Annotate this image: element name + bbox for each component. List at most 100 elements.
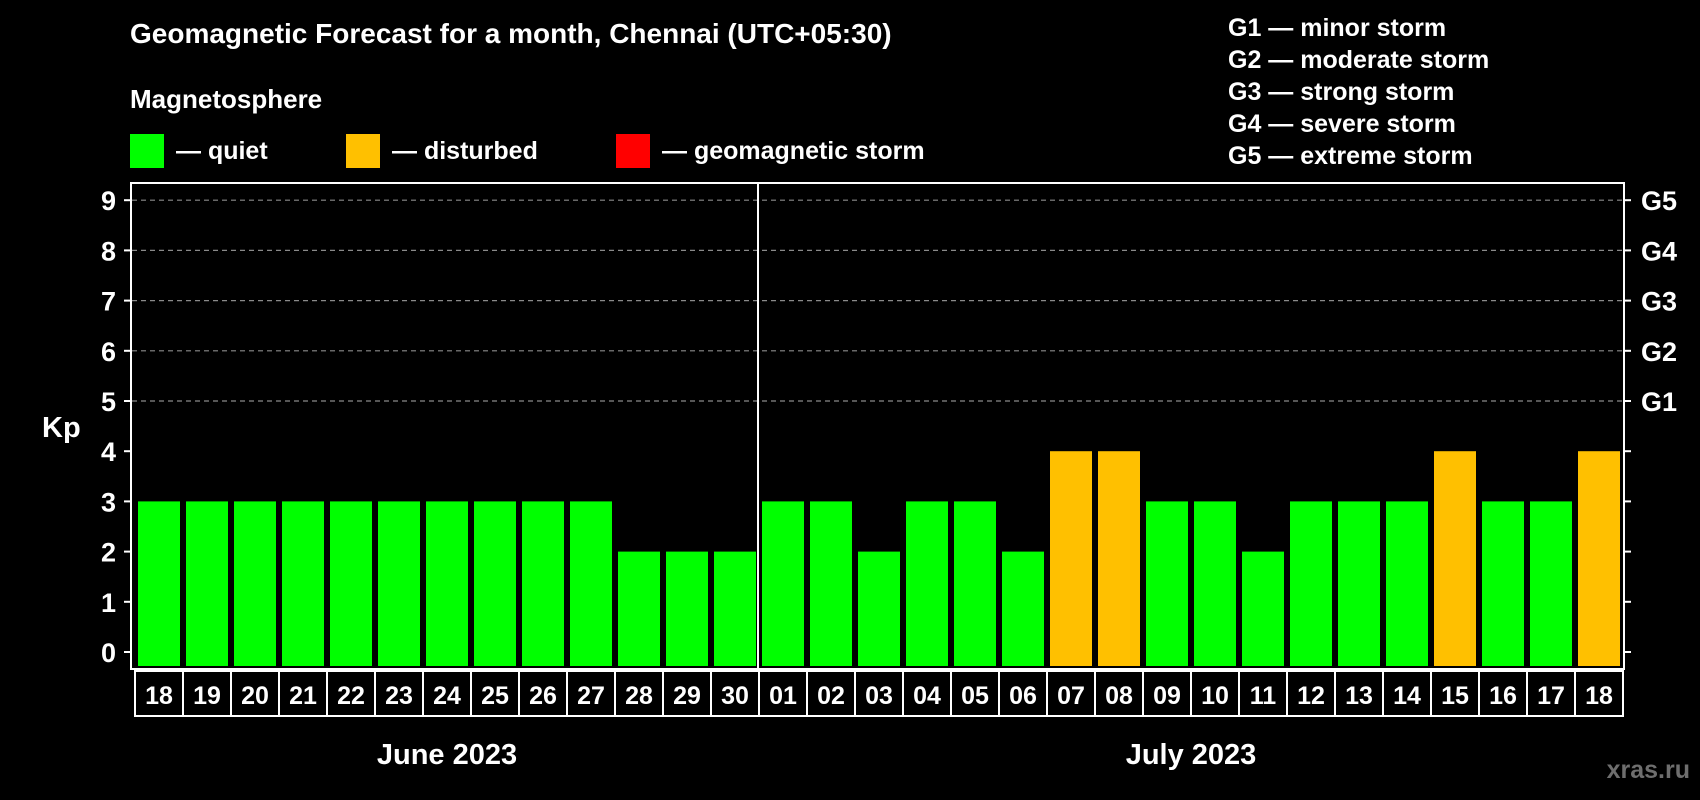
date-label-18: 05 (961, 682, 989, 710)
storm-level-g1: G1 — minor storm (1228, 14, 1447, 42)
date-label-30: 17 (1537, 682, 1565, 710)
date-label-1: 18 (145, 682, 173, 710)
bar-27 (1386, 501, 1428, 666)
date-row-frame (134, 670, 1624, 717)
legend-quiet: — quiet (130, 134, 268, 168)
storm-level-g2: G2 — moderate storm (1228, 46, 1490, 74)
bar-3 (234, 501, 276, 666)
date-label-26: 13 (1345, 682, 1373, 710)
right-axis-label-g1: G1 (1641, 387, 1677, 417)
bar-7 (426, 501, 468, 666)
storm-level-g3: G3 — strong storm (1228, 78, 1455, 106)
bar-20 (1050, 451, 1092, 666)
bar-11 (618, 551, 660, 666)
y-tick-label-0: 0 (101, 638, 116, 668)
bar-2 (186, 501, 228, 666)
storm-level-g4: G4 — severe storm (1228, 110, 1456, 138)
bar-4 (282, 501, 324, 666)
bar-8 (474, 501, 516, 666)
date-label-8: 25 (481, 682, 509, 710)
legend-storm-swatch (616, 134, 650, 168)
bar-28 (1434, 451, 1476, 666)
bar-18 (954, 501, 996, 666)
bar-31 (1578, 451, 1620, 666)
date-label-11: 28 (625, 682, 653, 710)
bar-17 (906, 501, 948, 666)
date-label-23: 10 (1201, 682, 1229, 710)
bar-12 (666, 551, 708, 666)
date-label-13: 30 (721, 682, 749, 710)
date-label-12: 29 (673, 682, 701, 710)
y-tick-label-5: 5 (101, 387, 116, 417)
right-axis-label-g2: G2 (1641, 337, 1677, 367)
date-label-29: 16 (1489, 682, 1517, 710)
y-tick-label-9: 9 (101, 186, 116, 216)
legend-disturbed-swatch (346, 134, 380, 168)
bar-26 (1338, 501, 1380, 666)
date-label-24: 11 (1250, 682, 1277, 710)
date-label-20: 07 (1057, 682, 1085, 710)
date-label-16: 03 (865, 682, 893, 710)
y-axis-title: Kp (42, 412, 81, 444)
bar-23 (1194, 501, 1236, 666)
bar-24 (1242, 551, 1284, 666)
date-label-15: 02 (817, 682, 845, 710)
y-tick-label-4: 4 (101, 437, 116, 467)
bar-9 (522, 501, 564, 666)
storm-level-list: G1 — minor storm G2 — moderate storm G3 … (1228, 12, 1489, 172)
bar-15 (810, 501, 852, 666)
storm-level-g5: G5 — extreme storm (1228, 142, 1473, 170)
date-label-22: 09 (1153, 682, 1181, 710)
plot-frame (130, 182, 1625, 670)
y-tick-label-8: 8 (101, 236, 116, 266)
bar-30 (1530, 501, 1572, 666)
y-tick-label-1: 1 (101, 588, 116, 618)
bar-1 (138, 501, 180, 666)
bar-13 (714, 551, 756, 666)
date-label-28: 15 (1441, 682, 1469, 710)
bar-10 (570, 501, 612, 666)
legend-disturbed: — disturbed (346, 134, 538, 168)
month-label-1: June 2023 (377, 739, 517, 771)
date-label-9: 26 (529, 682, 557, 710)
month-label-2: July 2023 (1126, 739, 1257, 771)
bar-16 (858, 551, 900, 666)
date-label-17: 04 (913, 682, 941, 710)
date-label-21: 08 (1105, 682, 1133, 710)
date-label-3: 20 (241, 682, 269, 710)
date-label-27: 14 (1393, 682, 1421, 710)
bar-19 (1002, 551, 1044, 666)
legend-disturbed-label: — disturbed (392, 136, 538, 165)
right-axis-label-g4: G4 (1641, 236, 1677, 266)
date-label-5: 22 (337, 682, 365, 710)
y-tick-label-2: 2 (101, 538, 116, 568)
chart-title: Geomagnetic Forecast for a month, Chenna… (130, 18, 892, 49)
bar-21 (1098, 451, 1140, 666)
bar-14 (762, 501, 804, 666)
bar-6 (378, 501, 420, 666)
y-tick-label-6: 6 (101, 337, 116, 367)
date-label-2: 19 (193, 682, 221, 710)
date-label-19: 06 (1009, 682, 1037, 710)
date-label-10: 27 (577, 682, 605, 710)
y-tick-label-3: 3 (101, 487, 116, 517)
right-axis-label-g5: G5 (1641, 186, 1677, 216)
bar-25 (1290, 501, 1332, 666)
right-axis-label-g3: G3 (1641, 287, 1677, 317)
section-label: Magnetosphere (130, 84, 323, 114)
date-label-6: 23 (385, 682, 413, 710)
date-label-14: 01 (769, 682, 797, 710)
y-tick-label-7: 7 (101, 287, 116, 317)
watermark: xras.ru (1606, 756, 1690, 784)
bar-5 (330, 501, 372, 666)
date-label-7: 24 (433, 682, 461, 710)
bar-29 (1482, 501, 1524, 666)
bar-22 (1146, 501, 1188, 666)
date-label-4: 21 (289, 682, 317, 710)
legend-quiet-label: — quiet (176, 136, 268, 165)
date-label-31: 18 (1585, 682, 1613, 710)
date-label-25: 12 (1297, 682, 1325, 710)
legend-quiet-swatch (130, 134, 164, 168)
legend-storm: — geomagnetic storm (616, 134, 925, 168)
